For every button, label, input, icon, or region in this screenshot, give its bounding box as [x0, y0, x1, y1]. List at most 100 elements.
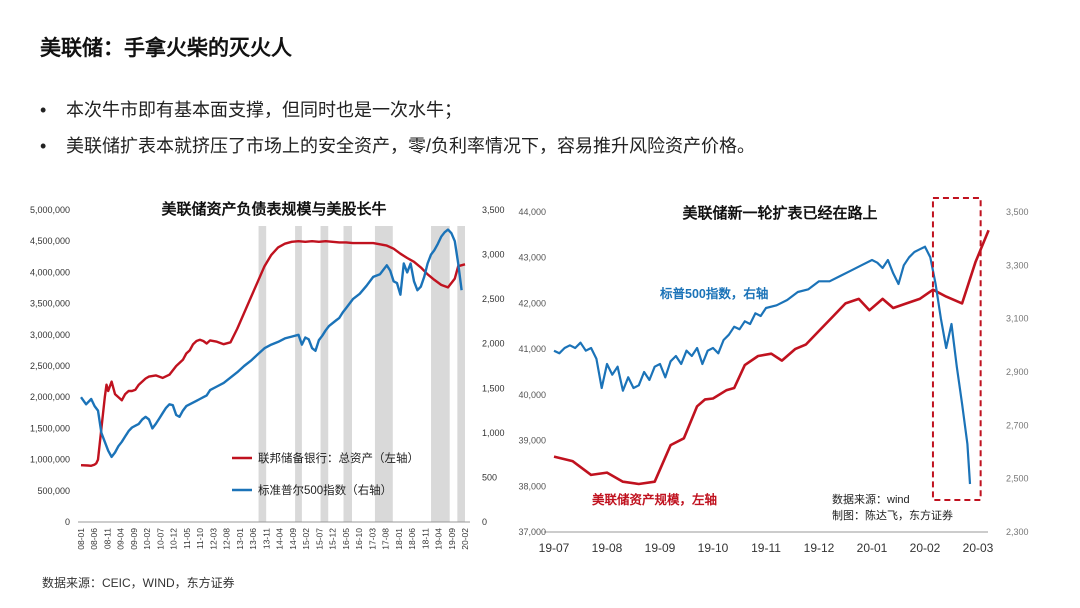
x-tick-label: 17-03 — [367, 528, 377, 550]
y-right-tick-label: 2,300 — [1006, 527, 1029, 537]
y-right-tick-label: 3,100 — [1006, 314, 1029, 324]
bullet-dot: • — [40, 136, 47, 156]
x-tick-label: 08-01 — [76, 528, 86, 550]
bullet-item: • 美联储扩表本就挤压了市场上的安全资产，零/负利率情况下，容易推升风险资产价格… — [40, 128, 755, 164]
x-tick-label: 18-11 — [420, 528, 430, 549]
y-left-tick-label: 44,000 — [518, 207, 546, 217]
source-annotation: 数据来源：wind — [832, 492, 910, 506]
x-tick-label: 20-02 — [460, 528, 470, 550]
y-left-tick-label: 0 — [65, 517, 70, 527]
fed-balance-sheet-chart: 0 500,000 1,000,000 1,500,000 2,000,000 2,500… — [30, 200, 505, 550]
x-tick-label: 20-01 — [857, 541, 888, 555]
x-tick-label: 14-04 — [275, 528, 285, 550]
x-tick-label: 15-07 — [314, 528, 324, 550]
legend-label: 联邦储备银行：总资产（左轴） — [258, 451, 419, 465]
y-left-tick-label: 1,000,000 — [30, 455, 70, 465]
fed-annotation: 美联储资产规模，左轴 — [592, 492, 717, 507]
y-right-tick-label: 2,500 — [482, 294, 505, 304]
x-tick-label: 10-07 — [155, 528, 165, 550]
x-tick-label: 19-04 — [434, 528, 444, 550]
x-tick-label: 09-04 — [116, 528, 126, 550]
x-tick-label: 19-08 — [592, 541, 623, 555]
x-tick-label: 19-12 — [804, 541, 835, 555]
highlight-box — [931, 197, 982, 501]
bullet-dot: • — [40, 100, 47, 120]
x-tick-label: 11-10 — [195, 528, 205, 549]
y-right-tick-label: 3,000 — [482, 250, 505, 260]
page-title: 美联储：手拿火柴的灭火人 — [40, 37, 292, 60]
x-tick-label: 18-06 — [407, 528, 417, 550]
x-tick-label: 10-12 — [169, 528, 179, 550]
y-right-tick-label: 2,700 — [1006, 420, 1029, 430]
x-tick-label: 20-03 — [963, 541, 994, 555]
x-tick-label: 19-10 — [698, 541, 729, 555]
y-right-tick-label: 500 — [482, 472, 497, 482]
recession-shade — [374, 226, 393, 522]
y-right-tick-label: 3,500 — [482, 205, 505, 215]
x-tick-label: 10-02 — [142, 528, 152, 550]
fed-new-expansion-chart: 37,000 38,000 39,000 40,000 41,000 42,000 43,0… — [518, 197, 1029, 555]
x-tick-label: 19-09 — [645, 541, 676, 555]
y-right-tick-label: 3,300 — [1006, 260, 1029, 270]
recession-shade — [320, 226, 329, 522]
chart-title: 美联储新一轮扩表已经在路上 — [682, 204, 877, 222]
bullet-text: 美联储扩表本就挤压了市场上的安全资产，零/负利率情况下，容易推升风险资产价格。 — [66, 136, 755, 156]
x-tick-label: 09-09 — [129, 528, 139, 550]
recession-shade — [295, 226, 302, 522]
chart-title: 美联储资产负债表规模与美股长牛 — [161, 200, 386, 218]
bullet-text: 本次牛市即有基本面支撑，但同时也是一次水牛； — [66, 100, 462, 120]
data-source-note: 数据来源：CEIC，WIND，东方证券 — [42, 576, 235, 590]
recession-shade — [258, 226, 267, 522]
y-left-tick-label: 41,000 — [518, 344, 546, 354]
sp500-line — [80, 228, 463, 459]
y-left-tick-label: 2,500,000 — [30, 361, 70, 371]
x-tick-label: 15-12 — [328, 528, 338, 550]
x-tick-label: 15-02 — [301, 528, 311, 550]
y-left-tick-label: 38,000 — [518, 481, 546, 491]
y-left-tick-label: 3,000,000 — [30, 330, 70, 340]
y-right-tick-label: 2,000 — [482, 339, 505, 349]
y-right-tick-label: 3,500 — [1006, 207, 1029, 217]
x-tick-label: 16-10 — [354, 528, 364, 550]
y-right-tick-label: 2,500 — [1006, 474, 1029, 484]
bullet-item: • 本次牛市即有基本面支撑，但同时也是一次水牛； — [40, 92, 755, 128]
x-tick-label: 13-06 — [248, 528, 258, 550]
y-right-tick-label: 0 — [482, 517, 487, 527]
y-left-tick-label: 39,000 — [518, 436, 546, 446]
x-tick-label: 20-02 — [910, 541, 941, 555]
x-tick-label: 12-03 — [208, 528, 218, 550]
x-tick-label: 08-06 — [89, 528, 99, 550]
x-tick-label: 08-11 — [102, 528, 112, 549]
y-right-tick-label: 2,900 — [1006, 367, 1029, 377]
y-left-tick-label: 1,500,000 — [30, 423, 70, 433]
x-tick-label: 17-08 — [381, 528, 391, 550]
x-tick-label: 11-05 — [182, 528, 192, 549]
bullet-list: • 本次牛市即有基本面支撑，但同时也是一次水牛； • 美联储扩表本就挤压了市场上… — [40, 92, 755, 164]
sp500-annotation: 标普500指数，右轴 — [659, 286, 768, 301]
x-tick-label: 14-09 — [288, 528, 298, 550]
x-tick-label: 19-07 — [539, 541, 570, 555]
x-tick-label: 18-01 — [394, 528, 404, 550]
y-right-tick-label: 1,000 — [482, 428, 505, 438]
fed-assets-line — [553, 229, 990, 486]
y-left-tick-label: 2,000,000 — [30, 392, 70, 402]
y-left-tick-label: 37,000 — [518, 527, 546, 537]
y-left-tick-label: 40,000 — [518, 390, 546, 400]
y-left-tick-label: 43,000 — [518, 253, 546, 263]
y-left-tick-label: 4,500,000 — [30, 236, 70, 246]
credit-annotation: 制图：陈达飞，东方证券 — [832, 508, 953, 522]
x-tick-label: 12-08 — [222, 528, 232, 550]
y-left-tick-label: 42,000 — [518, 298, 546, 308]
y-left-tick-label: 500,000 — [37, 486, 70, 496]
x-tick-label: 19-09 — [447, 528, 457, 550]
sp500-line — [553, 245, 972, 485]
x-tick-label: 19-11 — [751, 541, 781, 555]
y-left-tick-label: 5,000,000 — [30, 205, 70, 215]
y-left-tick-label: 4,000,000 — [30, 267, 70, 277]
y-left-tick-label: 3,500,000 — [30, 299, 70, 309]
legend-label: 标准普尔500指数（右轴） — [258, 483, 392, 497]
recession-shade — [343, 226, 353, 522]
fed-assets-line — [80, 240, 466, 467]
x-tick-label: 13-01 — [235, 528, 245, 550]
recession-shade — [431, 226, 450, 522]
